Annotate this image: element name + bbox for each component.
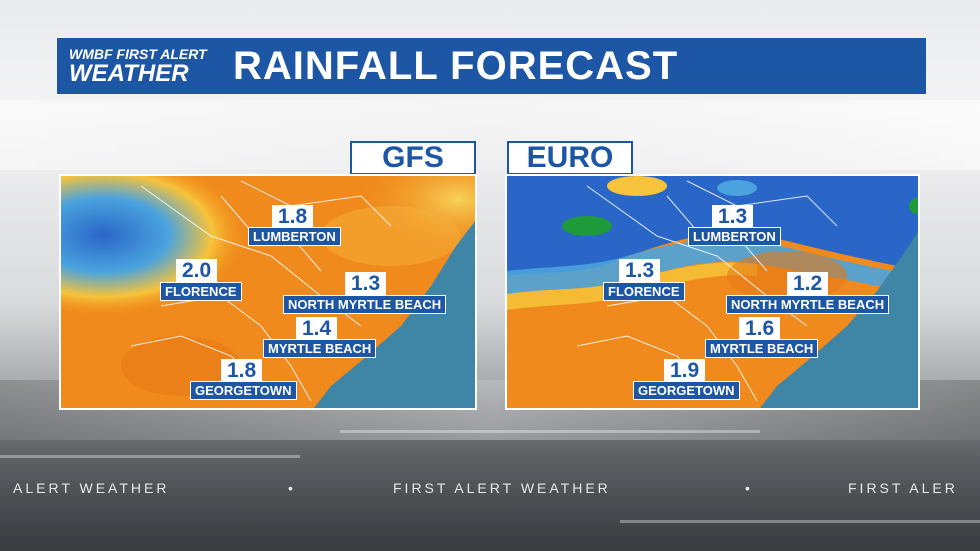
euro-model-label: EURO — [507, 141, 633, 175]
station-logo: WMBF FIRST ALERT WEATHER — [57, 38, 227, 94]
florence-label: FLORENCE — [160, 282, 242, 301]
news-ticker: ALERT WEATHER • FIRST ALERT WEATHER • FI… — [0, 480, 980, 498]
ticker-text: FIRST ALERT WEATHER — [393, 480, 611, 496]
page-title: RAINFALL FORECAST — [233, 43, 679, 88]
georgetown-label: GEORGETOWN — [633, 381, 740, 400]
lumberton-label: LUMBERTON — [688, 227, 781, 246]
logo-top-text: WMBF FIRST ALERT — [69, 46, 207, 62]
gfs-map-graphic — [61, 176, 475, 408]
ticker-separator: • — [745, 480, 753, 496]
myrtle-beach-label: MYRTLE BEACH — [705, 339, 819, 358]
north-myrtle-beach-value: 1.3 — [345, 272, 387, 296]
ticker-text: FIRST ALER — [848, 480, 958, 496]
logo-bottom-text: WEATHER — [69, 60, 189, 87]
florence-value: 2.0 — [176, 259, 218, 283]
lumberton-label: LUMBERTON — [248, 227, 341, 246]
florence-value: 1.3 — [619, 259, 661, 283]
georgetown-value: 1.9 — [664, 359, 706, 383]
myrtle-beach-value: 1.4 — [296, 317, 338, 341]
background-band — [0, 440, 980, 551]
ticker-separator: • — [288, 480, 296, 496]
background-streak — [340, 430, 760, 433]
north-myrtle-beach-label: NORTH MYRTLE BEACH — [283, 295, 447, 314]
header-bar: WMBF FIRST ALERT WEATHER RAINFALL FORECA… — [57, 38, 926, 94]
gfs-rainfall-map — [59, 174, 477, 410]
north-myrtle-beach-label: NORTH MYRTLE BEACH — [726, 295, 890, 314]
florence-label: FLORENCE — [603, 282, 685, 301]
myrtle-beach-value: 1.6 — [739, 317, 781, 341]
background-streak — [620, 520, 980, 523]
background-streak — [0, 455, 300, 458]
gfs-model-label: GFS — [350, 141, 476, 175]
myrtle-beach-label: MYRTLE BEACH — [263, 339, 377, 358]
lumberton-value: 1.8 — [272, 205, 314, 229]
background-band — [0, 100, 980, 170]
georgetown-value: 1.8 — [221, 359, 263, 383]
georgetown-label: GEORGETOWN — [190, 381, 297, 400]
north-myrtle-beach-value: 1.2 — [787, 272, 829, 296]
ticker-text: ALERT WEATHER — [13, 480, 170, 496]
lumberton-value: 1.3 — [712, 205, 754, 229]
